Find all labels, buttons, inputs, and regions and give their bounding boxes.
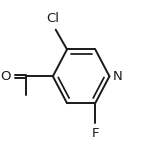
Text: Cl: Cl (46, 12, 59, 25)
Text: O: O (1, 70, 11, 83)
Text: N: N (113, 70, 123, 83)
Text: F: F (91, 127, 99, 140)
